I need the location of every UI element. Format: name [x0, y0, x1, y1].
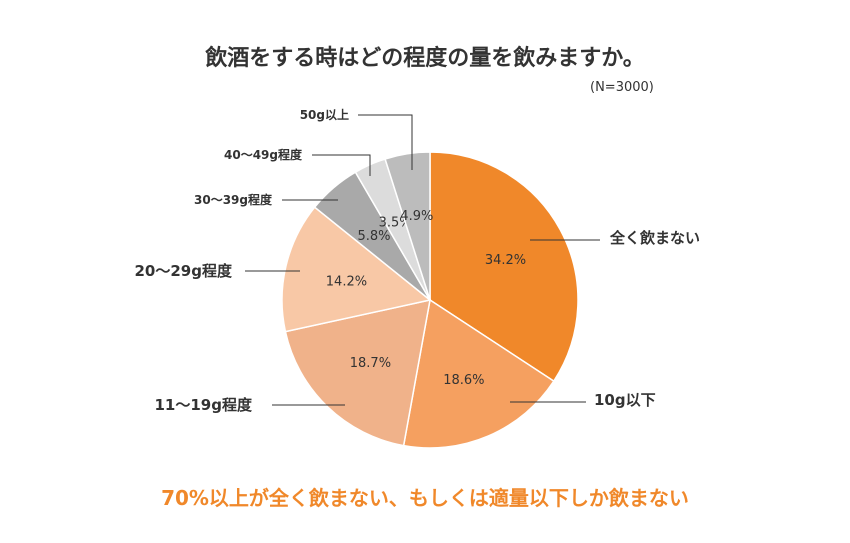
slice-category-label: 10g以下 [594, 391, 656, 409]
pie-slice [384, 151, 431, 301]
leader-line [358, 114, 413, 170]
slice-value-label: 5.8% [357, 229, 390, 244]
slice-value-label: 18.6% [443, 373, 484, 388]
slice-value-label: 14.2% [326, 274, 367, 289]
pie-slice [281, 206, 432, 333]
slice-category-label: 11〜19g程度 [155, 396, 253, 414]
slice-value-label: 3.5% [379, 216, 412, 231]
chart-title: 飲酒をする時はどの程度の量を飲みますか。 [205, 46, 645, 71]
leader-line [312, 154, 371, 176]
slice-value-label: 18.7% [350, 356, 391, 371]
slice-category-label: 30〜39g程度 [194, 192, 273, 207]
slice-category-label: 40〜49g程度 [224, 147, 303, 162]
slice-value-label: 4.9% [400, 209, 433, 224]
slice-category-label: 50g以上 [300, 107, 349, 122]
chart-footer-caption: 70%以上が全く飲まない、もしくは適量以下しか飲まない [161, 486, 689, 510]
sample-size-note: (N=3000) [590, 80, 654, 95]
slice-value-label: 34.2% [485, 253, 526, 268]
slice-category-label: 20〜29g程度 [135, 262, 233, 280]
slice-category-label: 全く飲まない [609, 229, 700, 247]
pie-slice [284, 299, 431, 447]
pie-slice [402, 298, 555, 449]
